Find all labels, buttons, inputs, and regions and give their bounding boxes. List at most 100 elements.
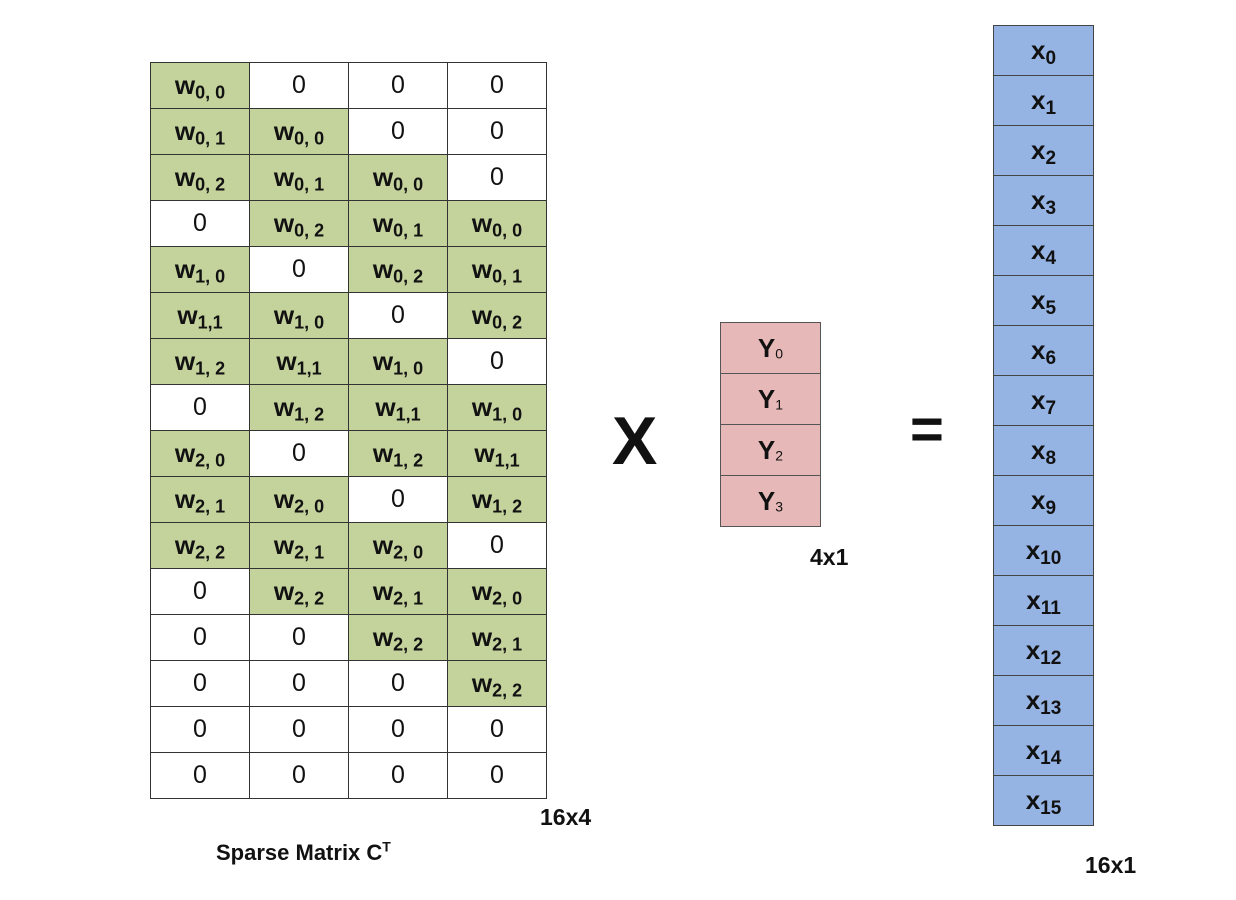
matrix-cell-zero: 0 bbox=[150, 660, 250, 707]
x-entry-index: 13 bbox=[1040, 697, 1062, 719]
matrix-cell-weight: w2, 1 bbox=[150, 476, 250, 523]
matrix-dimension-label: 16x4 bbox=[540, 804, 592, 830]
x-entry-row: x3 bbox=[993, 175, 1094, 226]
x-entry-index: 8 bbox=[1045, 447, 1057, 469]
y-entry: Y0 bbox=[720, 322, 821, 374]
x-entry: x10 bbox=[993, 525, 1094, 576]
weight-index: 0, 0 bbox=[393, 174, 424, 195]
matrix-cell-zero: 0 bbox=[348, 706, 448, 753]
weight-symbol: w bbox=[174, 70, 196, 100]
matrix-cell-weight: w0, 0 bbox=[150, 62, 250, 109]
x-entry: x5 bbox=[993, 275, 1094, 326]
y-vector-dimension-label: 4x1 bbox=[810, 544, 849, 570]
matrix-cell-weight: w1,1 bbox=[447, 430, 547, 477]
weight-symbol: w bbox=[273, 576, 295, 606]
x-entry-index: 15 bbox=[1040, 797, 1062, 819]
weight-symbol: w bbox=[471, 208, 493, 238]
x-entry-row: x10 bbox=[993, 525, 1094, 576]
matrix-cell-zero: 0 bbox=[348, 752, 448, 799]
matrix-cell-weight: w2, 2 bbox=[150, 522, 250, 569]
matrix-row: 0 0 w2, 2 w2, 1 bbox=[150, 614, 547, 661]
matrix-cell-weight: w1, 2 bbox=[249, 384, 349, 431]
matrix-caption-transpose: T bbox=[382, 838, 391, 855]
weight-index: 0, 2 bbox=[492, 312, 523, 333]
x-entry: x13 bbox=[993, 675, 1094, 726]
weight-index: 2, 0 bbox=[195, 450, 226, 471]
matrix-cell-zero: 0 bbox=[348, 108, 448, 155]
weight-symbol: w bbox=[174, 346, 196, 376]
x-entry-symbol: x bbox=[1030, 185, 1046, 215]
x-entry-symbol: x bbox=[1030, 85, 1046, 115]
y-entry-index: 1 bbox=[775, 395, 784, 412]
weight-index: 1,1 bbox=[197, 312, 223, 333]
x-entry: x3 bbox=[993, 175, 1094, 226]
weight-symbol: w bbox=[471, 300, 493, 330]
x-entry-row: x8 bbox=[993, 425, 1094, 476]
matrix-row: w1,1 w1, 0 0 w0, 2 bbox=[150, 292, 547, 339]
x-entry-index: 2 bbox=[1045, 147, 1057, 169]
weight-symbol: w bbox=[471, 622, 493, 652]
x-entry-symbol: x bbox=[1025, 635, 1041, 665]
matrix-cell-weight: w2, 2 bbox=[249, 568, 349, 615]
weight-index: 1,1 bbox=[395, 404, 421, 425]
x-entry: x12 bbox=[993, 625, 1094, 676]
weight-symbol: w bbox=[174, 116, 196, 146]
weight-symbol: w bbox=[273, 484, 295, 514]
x-entry: x9 bbox=[993, 475, 1094, 526]
x-entry: x7 bbox=[993, 375, 1094, 426]
x-entry-row: x2 bbox=[993, 125, 1094, 176]
matrix-cell-zero: 0 bbox=[150, 568, 250, 615]
weight-symbol: w bbox=[174, 530, 196, 560]
matrix-cell-weight: w2, 1 bbox=[348, 568, 448, 615]
matrix-cell-weight: w2, 0 bbox=[150, 430, 250, 477]
x-entry-index: 6 bbox=[1045, 347, 1057, 369]
weight-symbol: w bbox=[372, 438, 394, 468]
weight-symbol: w bbox=[276, 346, 297, 376]
weight-symbol: w bbox=[471, 668, 493, 698]
weight-index: 0, 0 bbox=[195, 82, 226, 103]
x-entry-row: x11 bbox=[993, 575, 1094, 626]
weight-index: 0, 1 bbox=[294, 174, 325, 195]
matrix-row: 0 w0, 2 w0, 1 w0, 0 bbox=[150, 200, 547, 247]
x-entry-symbol: x bbox=[1025, 735, 1041, 765]
weight-symbol: w bbox=[372, 622, 394, 652]
matrix-cell-weight: w1,1 bbox=[348, 384, 448, 431]
x-entry-index: 11 bbox=[1040, 597, 1061, 619]
weight-index: 0, 0 bbox=[294, 128, 325, 149]
weight-index: 1, 2 bbox=[195, 358, 226, 379]
weight-index: 2, 1 bbox=[492, 634, 523, 655]
weight-symbol: w bbox=[474, 438, 495, 468]
weight-index: 1, 2 bbox=[393, 450, 424, 471]
x-entry-symbol: x bbox=[1030, 135, 1046, 165]
matrix-cell-zero: 0 bbox=[348, 660, 448, 707]
x-entry-index: 12 bbox=[1040, 647, 1062, 669]
matrix-cell-zero: 0 bbox=[150, 384, 250, 431]
weight-symbol: w bbox=[273, 300, 295, 330]
weight-symbol: w bbox=[471, 392, 493, 422]
x-entry-index: 3 bbox=[1045, 197, 1057, 219]
y-entry-symbol: Y bbox=[757, 383, 776, 414]
weight-index: 1, 0 bbox=[393, 358, 424, 379]
x-entry-row: x15 bbox=[993, 775, 1094, 826]
x-entry-row: x7 bbox=[993, 375, 1094, 426]
matrix-cell-zero: 0 bbox=[150, 706, 250, 753]
x-entry-index: 10 bbox=[1040, 547, 1062, 569]
weight-symbol: w bbox=[471, 254, 493, 284]
y-entry: Y3 bbox=[720, 475, 821, 527]
matrix-cell-weight: w0, 1 bbox=[348, 200, 448, 247]
weight-index: 2, 1 bbox=[195, 496, 226, 517]
matrix-cell-weight: w2, 1 bbox=[447, 614, 547, 661]
weight-index: 0, 0 bbox=[492, 220, 523, 241]
y-entry: Y1 bbox=[720, 373, 821, 425]
x-entry-index: 7 bbox=[1045, 397, 1057, 419]
weight-symbol: w bbox=[174, 484, 196, 514]
weight-symbol: w bbox=[372, 162, 394, 192]
x-entry: x1 bbox=[993, 75, 1094, 126]
weight-index: 2, 0 bbox=[294, 496, 325, 517]
weight-symbol: w bbox=[372, 530, 394, 560]
weight-symbol: w bbox=[174, 438, 196, 468]
